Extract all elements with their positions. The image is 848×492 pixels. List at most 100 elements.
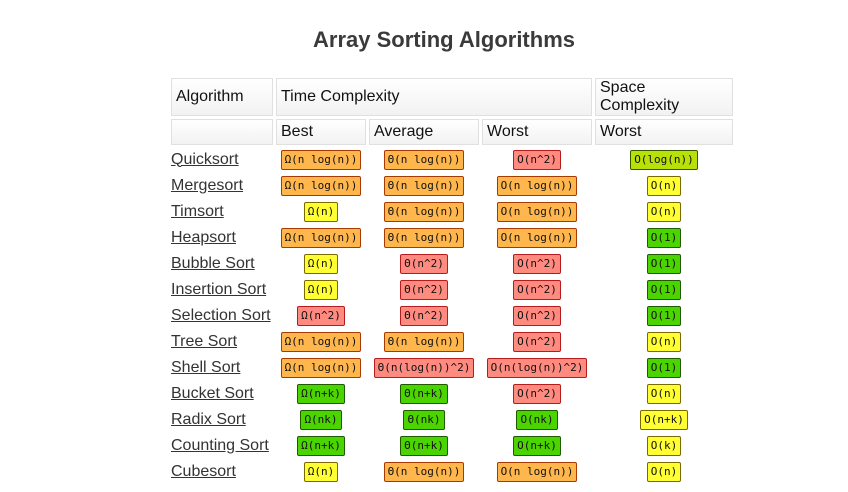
space-complexity-badge: O(1): [646, 279, 682, 300]
worst-cell: O(n^2): [482, 382, 592, 405]
algorithm-cell: Insertion Sort: [171, 278, 273, 301]
algorithm-link[interactable]: Cubesort: [171, 462, 236, 480]
table-row: Heapsort Ω(n log(n)) Θ(n log(n)) O(n log(n)…: [171, 226, 733, 249]
average-complexity-badge: Θ(n log(n)): [383, 175, 465, 196]
space-cell: O(n): [595, 200, 733, 223]
space-complexity-badge: O(n): [646, 331, 682, 352]
best-cell: Ω(n): [276, 252, 366, 275]
header-empty: [171, 119, 273, 145]
best-cell: Ω(n log(n)): [276, 356, 366, 379]
average-complexity-badge: Θ(n log(n)): [383, 227, 465, 248]
algorithm-link[interactable]: Insertion Sort: [171, 280, 267, 298]
worst-complexity-badge: O(n^2): [513, 383, 561, 404]
worst-complexity-badge: O(n^2): [513, 149, 561, 170]
header-row-sub: Best Average Worst Worst: [171, 119, 733, 145]
algorithm-cell: Mergesort: [171, 174, 273, 197]
best-cell: Ω(n): [276, 460, 366, 483]
best-cell: Ω(nk): [276, 408, 366, 431]
best-complexity-badge: Ω(n log(n)): [280, 149, 362, 170]
worst-cell: O(n log(n)): [482, 460, 592, 483]
algorithm-link[interactable]: Selection Sort: [171, 306, 271, 324]
algorithm-cell: Heapsort: [171, 226, 273, 249]
sorting-complexity-table: Algorithm Time Complexity Space Complexi…: [168, 75, 736, 486]
space-cell: O(n): [595, 382, 733, 405]
best-cell: Ω(n+k): [276, 434, 366, 457]
table-row: Timsort Ω(n) Θ(n log(n)) O(n log(n)) O(n): [171, 200, 733, 223]
average-complexity-badge: Θ(n(log(n))^2): [373, 357, 475, 378]
algorithm-link[interactable]: Bucket Sort: [171, 384, 254, 402]
algorithm-link[interactable]: Bubble Sort: [171, 254, 255, 272]
average-cell: Θ(n log(n)): [369, 226, 479, 249]
table-row: Quicksort Ω(n log(n)) Θ(n log(n)) O(n^2) O(l…: [171, 148, 733, 171]
average-cell: Θ(n log(n)): [369, 330, 479, 353]
average-cell: Θ(n^2): [369, 252, 479, 275]
best-cell: Ω(n^2): [276, 304, 366, 327]
average-cell: Θ(n(log(n))^2): [369, 356, 479, 379]
algorithm-cell: Cubesort: [171, 460, 273, 483]
average-complexity-badge: Θ(n+k): [400, 383, 448, 404]
best-complexity-badge: Ω(n): [303, 201, 339, 222]
space-cell: O(1): [595, 226, 733, 249]
space-cell: O(log(n)): [595, 148, 733, 171]
best-complexity-badge: Ω(n): [303, 279, 339, 300]
space-complexity-badge: O(n): [646, 201, 682, 222]
space-complexity-badge: O(log(n)): [630, 149, 698, 170]
space-cell: O(1): [595, 304, 733, 327]
header-time-complexity: Time Complexity: [276, 78, 592, 116]
space-cell: O(1): [595, 278, 733, 301]
worst-complexity-badge: O(n^2): [513, 253, 561, 274]
best-complexity-badge: Ω(n): [303, 253, 339, 274]
average-cell: Θ(n log(n)): [369, 148, 479, 171]
space-complexity-badge: O(1): [646, 305, 682, 326]
average-complexity-badge: Θ(n^2): [400, 253, 448, 274]
space-cell: O(n+k): [595, 408, 733, 431]
algorithm-cell: Radix Sort: [171, 408, 273, 431]
algorithm-link[interactable]: Tree Sort: [171, 332, 238, 350]
best-cell: Ω(n+k): [276, 382, 366, 405]
algorithm-link[interactable]: Quicksort: [171, 150, 239, 168]
table-row: Selection Sort Ω(n^2) Θ(n^2) O(n^2) O(1): [171, 304, 733, 327]
header-worst: Worst: [482, 119, 592, 145]
algorithm-link[interactable]: Timsort: [171, 202, 224, 220]
average-complexity-badge: Θ(n log(n)): [383, 201, 465, 222]
best-cell: Ω(n log(n)): [276, 148, 366, 171]
header-algorithm: Algorithm: [171, 78, 273, 116]
table-row: Mergesort Ω(n log(n)) Θ(n log(n)) O(n log(n…: [171, 174, 733, 197]
algorithm-link[interactable]: Shell Sort: [171, 358, 241, 376]
best-complexity-badge: Ω(n^2): [297, 305, 345, 326]
average-cell: Θ(n+k): [369, 382, 479, 405]
space-complexity-badge: O(n): [646, 383, 682, 404]
algorithm-cell: Selection Sort: [171, 304, 273, 327]
best-cell: Ω(n log(n)): [276, 226, 366, 249]
average-complexity-badge: Θ(n+k): [400, 435, 448, 456]
worst-cell: O(n log(n)): [482, 174, 592, 197]
space-complexity-badge: O(n+k): [640, 409, 688, 430]
algorithm-cell: Tree Sort: [171, 330, 273, 353]
table-row: Bucket Sort Ω(n+k) Θ(n+k) O(n^2) O(n): [171, 382, 733, 405]
space-complexity-badge: O(n): [646, 461, 682, 482]
best-complexity-badge: Ω(nk): [300, 409, 342, 430]
average-cell: Θ(n^2): [369, 304, 479, 327]
worst-complexity-badge: O(n(log(n))^2): [486, 357, 588, 378]
space-complexity-badge: O(k): [646, 435, 682, 456]
table-body: Quicksort Ω(n log(n)) Θ(n log(n)) O(n^2) O(l…: [171, 148, 733, 483]
algorithm-link[interactable]: Counting Sort: [171, 436, 269, 454]
worst-complexity-badge: O(n^2): [513, 305, 561, 326]
algorithm-link[interactable]: Heapsort: [171, 228, 236, 246]
average-cell: Θ(n log(n)): [369, 200, 479, 223]
algorithm-link[interactable]: Radix Sort: [171, 410, 246, 428]
worst-cell: O(n^2): [482, 304, 592, 327]
worst-complexity-badge: O(n log(n)): [496, 175, 578, 196]
average-cell: Θ(n^2): [369, 278, 479, 301]
header-best: Best: [276, 119, 366, 145]
best-complexity-badge: Ω(n log(n)): [280, 331, 362, 352]
table-row: Shell Sort Ω(n log(n)) Θ(n(log(n))^2) O(n(l…: [171, 356, 733, 379]
space-complexity-badge: O(1): [646, 253, 682, 274]
algorithm-link[interactable]: Mergesort: [171, 176, 244, 194]
best-complexity-badge: Ω(n): [303, 461, 339, 482]
space-cell: O(n): [595, 460, 733, 483]
average-cell: Θ(n+k): [369, 434, 479, 457]
worst-complexity-badge: O(n log(n)): [496, 461, 578, 482]
worst-complexity-badge: O(n log(n)): [496, 227, 578, 248]
worst-cell: O(n(log(n))^2): [482, 356, 592, 379]
